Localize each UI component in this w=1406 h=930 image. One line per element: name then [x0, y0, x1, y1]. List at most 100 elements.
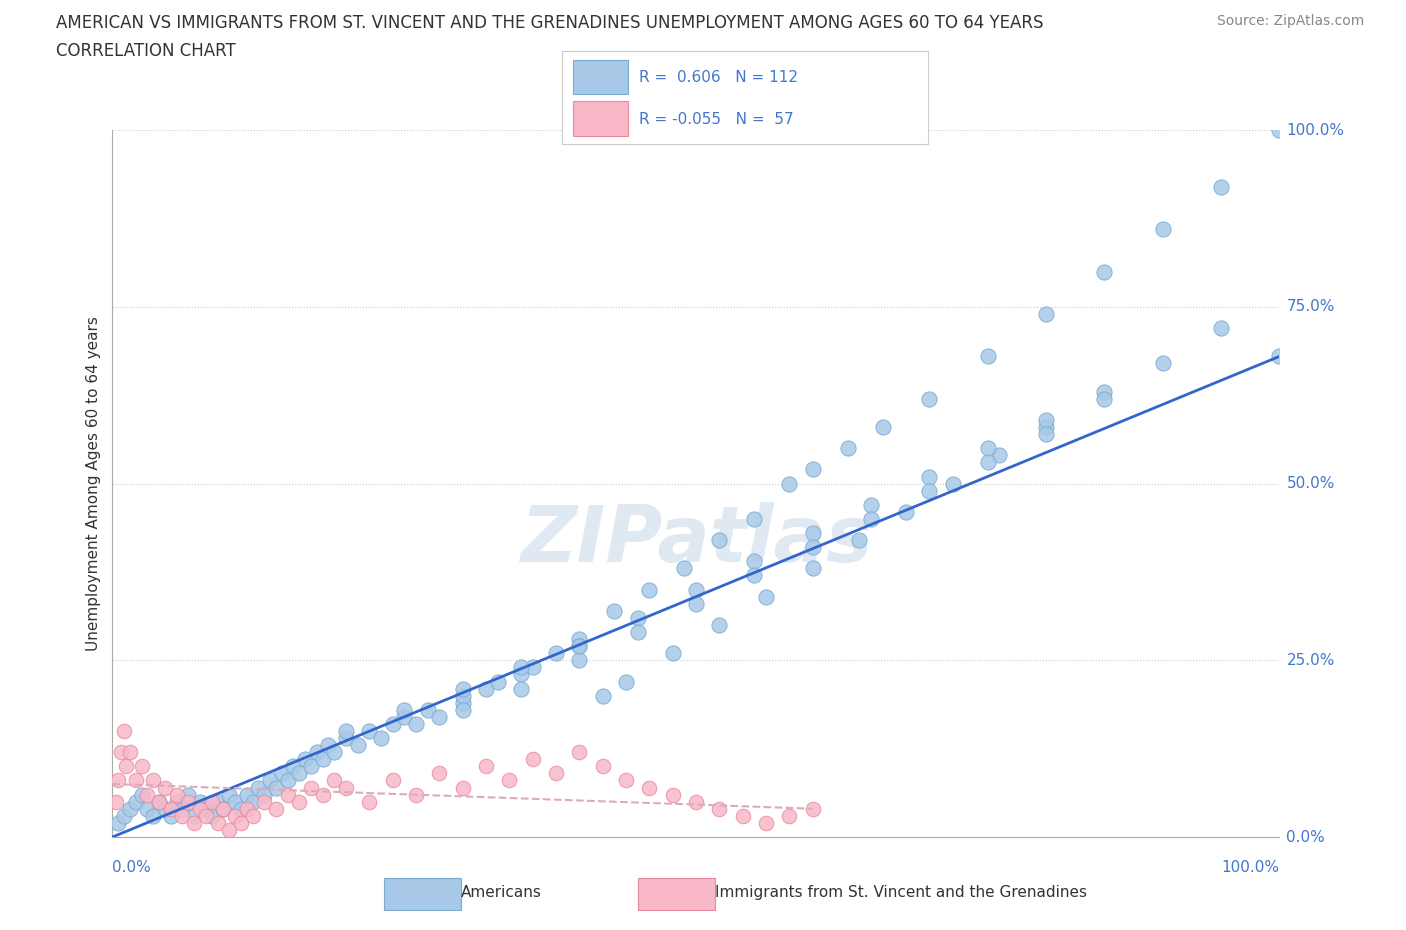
Point: [522, 751, 544, 766]
Text: 0.0%: 0.0%: [1286, 830, 1326, 844]
Point: [288, 766, 311, 781]
Point: [755, 816, 778, 830]
Point: [112, 808, 135, 823]
Point: [311, 751, 333, 766]
Point: [942, 476, 965, 491]
Point: [427, 710, 450, 724]
Point: [259, 773, 281, 788]
Text: 100.0%: 100.0%: [1222, 860, 1279, 875]
Point: [194, 808, 217, 823]
Point: [638, 780, 661, 795]
Point: [172, 802, 194, 817]
Point: [218, 822, 240, 837]
Point: [166, 787, 188, 802]
Text: R = -0.055   N =  57: R = -0.055 N = 57: [640, 112, 794, 126]
Point: [188, 802, 211, 817]
Point: [801, 802, 824, 817]
Point: [212, 802, 235, 817]
Point: [709, 533, 731, 548]
Point: [1092, 264, 1115, 279]
Point: [177, 787, 200, 802]
Point: [685, 582, 707, 597]
Point: [153, 780, 176, 795]
Point: [188, 794, 211, 809]
Point: [509, 667, 531, 682]
Point: [486, 674, 509, 689]
Point: [305, 745, 328, 760]
Point: [685, 794, 707, 809]
Point: [801, 539, 824, 554]
Point: [1209, 321, 1232, 336]
Point: [359, 794, 381, 809]
Point: [392, 702, 416, 717]
Point: [131, 759, 153, 774]
Point: [568, 631, 591, 646]
Point: [107, 816, 129, 830]
Point: [148, 794, 170, 809]
Point: [859, 498, 883, 512]
Point: [118, 745, 141, 760]
Point: [1035, 419, 1057, 434]
Point: [837, 441, 859, 456]
Point: [311, 787, 333, 802]
Point: [125, 773, 148, 788]
Point: [207, 816, 229, 830]
Point: [294, 751, 316, 766]
FancyBboxPatch shape: [384, 878, 461, 910]
Point: [778, 476, 800, 491]
Point: [451, 780, 474, 795]
Point: [685, 596, 707, 611]
Point: [253, 794, 276, 809]
Text: 100.0%: 100.0%: [1286, 123, 1344, 138]
Point: [801, 525, 824, 540]
Point: [299, 780, 322, 795]
Point: [160, 808, 183, 823]
Text: Immigrants from St. Vincent and the Grenadines: Immigrants from St. Vincent and the Gren…: [714, 885, 1087, 900]
Point: [253, 787, 276, 802]
Point: [976, 455, 998, 470]
Point: [709, 618, 731, 632]
Point: [731, 808, 754, 823]
Point: [283, 759, 305, 774]
Point: [224, 808, 246, 823]
Point: [318, 737, 340, 752]
Point: [346, 737, 368, 752]
Point: [335, 780, 357, 795]
Point: [592, 759, 614, 774]
Point: [359, 724, 381, 738]
Point: [242, 794, 264, 809]
Point: [235, 787, 257, 802]
Point: [755, 590, 778, 604]
Point: [381, 716, 404, 731]
Text: 0.0%: 0.0%: [112, 860, 152, 875]
Point: [603, 604, 626, 618]
Point: [201, 794, 224, 809]
Point: [107, 773, 129, 788]
Point: [742, 512, 765, 526]
Point: [918, 484, 941, 498]
Point: [709, 802, 731, 817]
Point: [1092, 392, 1115, 406]
Text: Source: ZipAtlas.com: Source: ZipAtlas.com: [1216, 14, 1364, 28]
Point: [1268, 349, 1291, 364]
Point: [177, 794, 200, 809]
Point: [136, 787, 159, 802]
Point: [235, 802, 257, 817]
Text: CORRELATION CHART: CORRELATION CHART: [56, 42, 236, 60]
Point: [568, 653, 591, 668]
Point: [544, 766, 567, 781]
Point: [160, 802, 183, 817]
Point: [264, 802, 287, 817]
Point: [224, 794, 246, 809]
Point: [1035, 427, 1057, 442]
Point: [509, 681, 531, 696]
Point: [201, 808, 224, 823]
FancyBboxPatch shape: [574, 60, 628, 94]
Point: [194, 802, 217, 817]
Point: [976, 349, 998, 364]
Text: ZIPatlas: ZIPatlas: [520, 502, 872, 578]
Point: [288, 794, 311, 809]
Point: [742, 568, 765, 583]
Point: [1035, 307, 1057, 322]
Point: [405, 716, 427, 731]
